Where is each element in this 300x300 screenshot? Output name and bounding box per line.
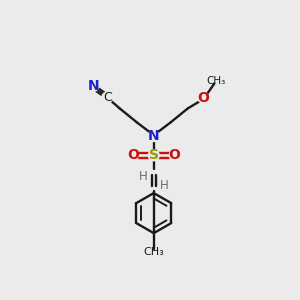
Circle shape [88, 81, 99, 92]
Circle shape [198, 92, 209, 103]
Text: CH₃: CH₃ [143, 247, 164, 256]
Text: C: C [103, 91, 112, 104]
Text: CH₃: CH₃ [206, 76, 225, 86]
Text: H: H [160, 179, 169, 192]
Text: N: N [148, 129, 160, 143]
Text: O: O [127, 148, 139, 162]
Text: H: H [139, 169, 147, 183]
Circle shape [102, 92, 113, 103]
Circle shape [148, 150, 159, 161]
Text: S: S [149, 148, 159, 162]
Circle shape [148, 131, 159, 142]
Circle shape [169, 150, 180, 161]
Text: O: O [197, 91, 209, 105]
Text: N: N [88, 79, 99, 93]
Text: O: O [169, 148, 181, 162]
Circle shape [128, 150, 138, 161]
